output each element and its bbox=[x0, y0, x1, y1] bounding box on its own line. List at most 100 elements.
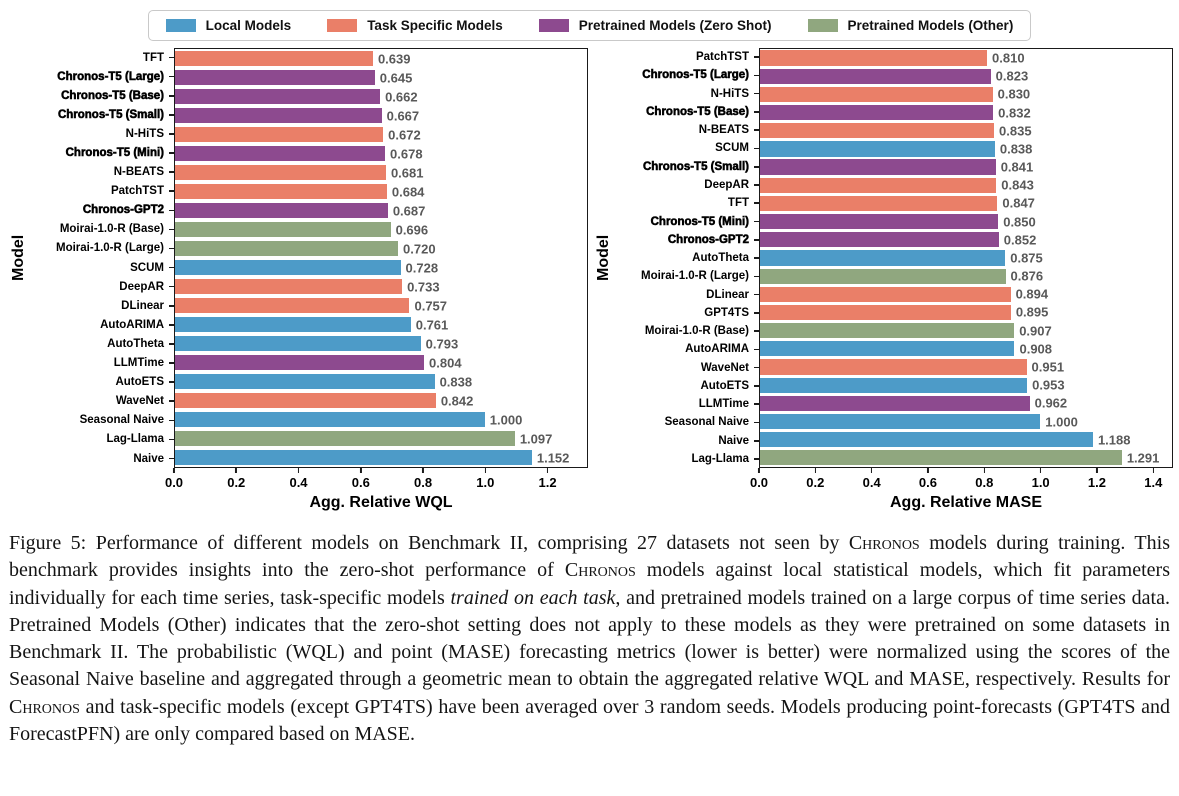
y-tick-label: GPT4TS bbox=[704, 306, 749, 319]
caption-text: , and pretrained models trained on a lar… bbox=[9, 586, 1170, 691]
x-tick-mark bbox=[983, 468, 986, 473]
bar-value-label: 1.000 bbox=[1045, 414, 1078, 430]
wql-y-tick-labels: TFT Chronos-T5 (Large) Chronos-T5 (Base) Ch… bbox=[32, 48, 174, 468]
x-tick-mark bbox=[359, 468, 362, 473]
y-tick-label: Lag-Llama bbox=[106, 433, 164, 446]
bar-row: 0.720 bbox=[175, 239, 587, 258]
y-tick-mark bbox=[754, 220, 759, 223]
mase-y-axis-label: Model bbox=[595, 234, 612, 282]
bar bbox=[760, 177, 997, 193]
y-tick-label: Chronos-T5 (Base) bbox=[61, 89, 164, 102]
bar-value-label: 0.875 bbox=[1010, 250, 1043, 266]
x-tick-label: 1.4 bbox=[1144, 475, 1163, 490]
x-tick-mark bbox=[870, 468, 873, 473]
y-tick-row: Chronos-T5 (Base) bbox=[617, 103, 759, 121]
bar-row: 1.000 bbox=[175, 410, 587, 429]
bar-row: 0.908 bbox=[760, 340, 1172, 358]
bar bbox=[760, 86, 993, 103]
bar bbox=[760, 195, 998, 212]
caption-text: models against local statistical models,… bbox=[9, 559, 1170, 609]
x-tick-mark bbox=[297, 468, 300, 473]
y-tick-mark bbox=[754, 111, 759, 113]
x-tick-label: 0.2 bbox=[806, 475, 825, 490]
bar bbox=[175, 164, 386, 181]
x-tick-label: 1.0 bbox=[1031, 475, 1050, 490]
bar-row: 1.000 bbox=[760, 412, 1172, 430]
pretrained-zero-shot-swatch-icon bbox=[538, 19, 569, 32]
bar bbox=[760, 286, 1011, 302]
y-tick-row: Moirai-1.0-R (Large) bbox=[32, 239, 174, 258]
bar-value-label: 0.804 bbox=[429, 355, 462, 370]
bar-value-label: 0.962 bbox=[1034, 395, 1068, 411]
bar-value-label: 0.757 bbox=[414, 298, 448, 313]
x-tick-mark bbox=[758, 468, 760, 473]
bar-value-label: 0.684 bbox=[391, 184, 425, 199]
x-tick: 1.2 bbox=[538, 468, 557, 490]
bar-row: 0.876 bbox=[760, 267, 1172, 285]
bar bbox=[760, 250, 1006, 266]
y-tick-row: GPT4TS bbox=[617, 304, 759, 322]
bar-row: 0.672 bbox=[175, 125, 587, 144]
caption-text: Figure 5: Performance of different model… bbox=[9, 532, 849, 554]
bar-row: 0.728 bbox=[175, 258, 587, 277]
wql-plot-area: 0.639 0.645 0.662 0.667 0.672 0.678 0.681 0.684… bbox=[174, 48, 588, 468]
y-tick-mark bbox=[754, 165, 759, 168]
y-tick-mark bbox=[169, 152, 174, 154]
y-tick-row: N-BEATS bbox=[617, 121, 759, 139]
y-tick-mark bbox=[169, 266, 174, 269]
bar-value-label: 0.830 bbox=[997, 86, 1031, 102]
y-tick-row: TFT bbox=[32, 48, 174, 67]
bar-value-label: 1.000 bbox=[489, 412, 523, 427]
bar-row: 0.841 bbox=[760, 158, 1172, 176]
y-tick-row: N-BEATS bbox=[32, 163, 174, 182]
mase-plot-area: 0.810 0.823 0.830 0.832 0.835 0.838 0.841 0.843… bbox=[759, 48, 1173, 468]
y-tick-mark bbox=[754, 312, 759, 314]
y-tick-label: Naive bbox=[718, 434, 749, 447]
bar-row: 0.847 bbox=[760, 194, 1172, 212]
y-tick-mark bbox=[169, 457, 174, 460]
figure-caption: Figure 5: Performance of different model… bbox=[9, 530, 1170, 748]
y-tick-mark bbox=[754, 129, 759, 131]
y-tick-row: AutoTheta bbox=[32, 334, 174, 353]
y-tick-mark bbox=[754, 293, 759, 296]
y-tick-label: Chronos-T5 (Mini) bbox=[650, 215, 749, 228]
bar-value-label: 0.841 bbox=[1000, 159, 1034, 175]
x-tick-mark bbox=[1039, 468, 1042, 473]
bar bbox=[175, 373, 435, 390]
bar bbox=[175, 183, 387, 200]
y-tick-mark bbox=[169, 381, 174, 383]
bar-value-label: 0.894 bbox=[1015, 286, 1049, 302]
y-tick-mark bbox=[169, 94, 174, 97]
y-tick-mark bbox=[754, 439, 759, 442]
bar bbox=[175, 145, 386, 162]
bar-row: 0.835 bbox=[760, 122, 1172, 140]
x-tick: 0.4 bbox=[289, 468, 308, 490]
x-tick-mark bbox=[235, 468, 238, 473]
x-tick-label: 0.2 bbox=[227, 475, 246, 490]
mase-x-axis-label: Agg. Relative MASE bbox=[889, 494, 1043, 511]
x-tick-mark bbox=[814, 468, 817, 473]
y-tick-mark bbox=[169, 247, 174, 250]
y-tick-label: SCUM bbox=[715, 142, 749, 155]
y-tick-row: Chronos-T5 (Small) bbox=[32, 105, 174, 124]
x-tick-mark bbox=[927, 468, 929, 473]
y-tick-row: AutoETS bbox=[617, 377, 759, 395]
y-tick-mark bbox=[169, 209, 174, 212]
y-tick-mark bbox=[169, 56, 174, 59]
y-tick-label: Chronos-T5 (Small) bbox=[642, 160, 750, 173]
bar-row: 0.953 bbox=[760, 376, 1172, 394]
bar bbox=[760, 104, 994, 121]
bar bbox=[175, 69, 375, 86]
y-tick-row: N-HiTS bbox=[32, 124, 174, 143]
wql-x-axis-label: Agg. Relative WQL bbox=[309, 494, 453, 511]
y-tick-row: Moirai-1.0-R (Base) bbox=[32, 220, 174, 239]
x-tick: 0.4 bbox=[863, 468, 881, 490]
bar bbox=[175, 221, 391, 238]
bar bbox=[175, 126, 384, 143]
caption-text: models during training. This benchmark p… bbox=[9, 532, 1170, 582]
y-tick-mark bbox=[754, 366, 759, 369]
y-tick-label: TFT bbox=[142, 51, 164, 64]
y-tick-mark bbox=[169, 190, 174, 192]
bar bbox=[175, 354, 425, 371]
bar-value-label: 0.696 bbox=[395, 222, 429, 237]
